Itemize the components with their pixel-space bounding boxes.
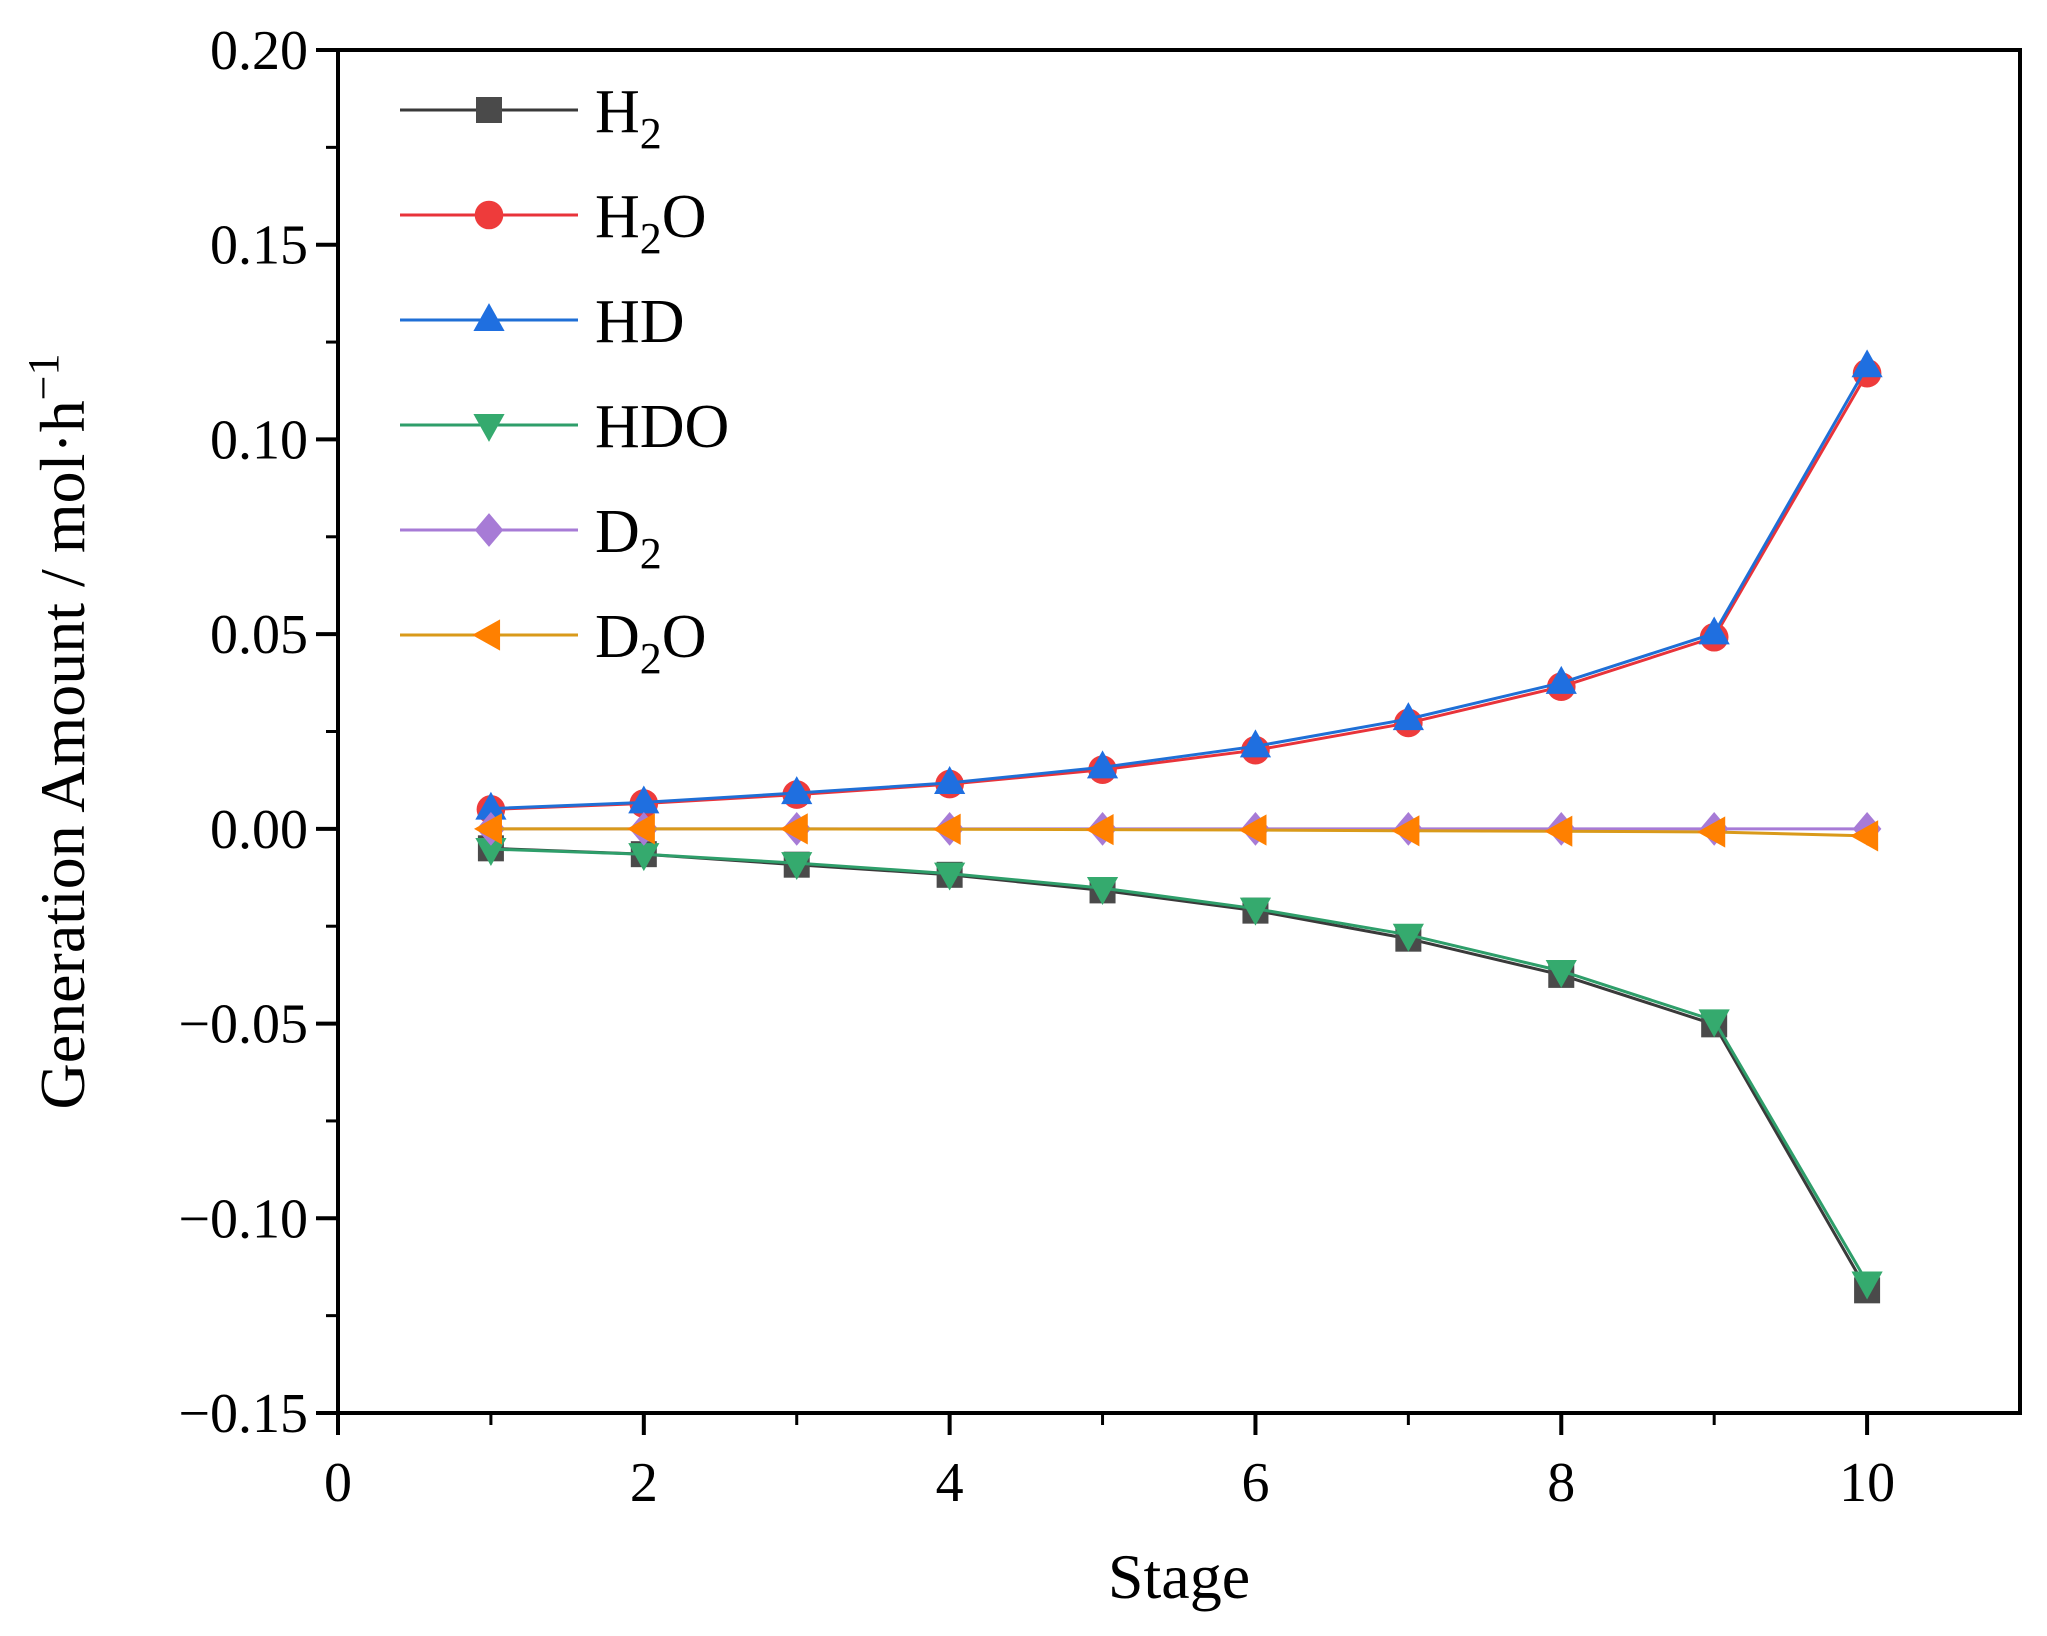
y-tick-label: 0.20 [210,20,308,82]
plot-frame [336,48,2022,1415]
y-tick-label: 0.15 [210,215,308,277]
data-point-D2O [1850,820,1879,852]
legend-label-D2: D2 [595,498,662,578]
x-tick-label: 4 [936,1452,964,1514]
series-line-D2O [490,827,1868,838]
data-point-HD [1698,616,1730,645]
x-tick-label: 2 [630,1452,658,1514]
data-point-HDO [628,843,660,872]
legend-marker-HD [473,303,505,332]
data-point-HD [1392,702,1424,731]
legend-marker-H2 [476,97,502,123]
y-axis-title-superscript: −1 [19,353,68,400]
x-tick-label: 8 [1547,1452,1575,1514]
legend-marker-HDO [473,413,505,442]
legend-label-HD: HD [595,288,685,356]
legend-label-H2O: H2O [595,183,707,263]
data-point-HDO [1239,897,1272,926]
axis-ticks: 0 2 4 6 8 10 −0.15 −0.10 −0.05 0.00 0.05 0.10 0.15 0.… [178,20,1895,1514]
y-axis-title-main: Generation Amount / mol·h [27,400,98,1109]
data-point-HDO [934,862,966,891]
x-tick-label: 10 [1839,1452,1895,1514]
data-point-D2O [932,813,961,845]
x-tick-label: 0 [324,1452,352,1514]
series-group [474,349,1883,1304]
legend-item-D2O: D2O [400,603,707,683]
data-point-HD [1239,729,1272,758]
data-point-HD [1086,750,1119,779]
data-point-D2O [1697,816,1726,848]
data-point-HDO [781,852,813,881]
legend-label-HDO: HDO [595,393,729,461]
legend-marker-D2 [474,513,504,547]
legend-label-H2: H2 [595,78,662,158]
legend-item-HDO: HDO [400,393,729,461]
series-line-H2 [490,846,1869,1292]
data-point-D2O [474,813,502,845]
data-point-HD [1545,665,1577,694]
data-point-HD [1851,349,1883,378]
data-point-HD [475,791,507,820]
legend-marker-H2O [474,200,504,230]
y-tick-label: −0.15 [178,1383,308,1445]
data-point-D2O [779,813,808,845]
y-tick-label: 0.10 [210,409,308,471]
legend-item-H2: H2 [400,78,662,158]
data-point-HD [628,785,660,814]
legend: H2 H2O HD HDO D2 D2O [400,78,729,683]
data-point-HDO [1545,959,1577,988]
legend-marker-D2O [472,619,501,651]
series-line-HDO [490,847,1869,1284]
data-point-HD [934,766,966,794]
y-tick-label: −0.05 [178,994,308,1056]
data-point-D2O [626,813,655,845]
x-axis-title: Stage [1108,1541,1250,1612]
data-point-D2O [1544,815,1573,847]
legend-label-D2O: D2O [595,603,707,683]
x-tick-label: 6 [1241,1452,1269,1514]
data-point-HDO [1086,877,1119,905]
data-point-HDO [1851,1271,1883,1300]
y-axis-title: Generation Amount / mol·h−1 [19,353,98,1109]
data-point-HD [781,776,813,805]
series-HDO [475,838,1883,1300]
legend-item-HD: HD [400,288,685,356]
data-point-HDO [475,838,507,867]
series-H2 [477,835,1881,1304]
data-point-HDO [1392,923,1424,952]
y-tick-label: −0.10 [178,1188,308,1250]
y-tick-label: 0.00 [210,799,308,861]
series-D2O [474,813,1879,852]
series-HD [475,349,1883,820]
data-point-D2O [1391,815,1420,847]
legend-item-H2O: H2O [400,183,707,263]
data-point-HDO [1698,1009,1730,1038]
data-point-D2O [1085,814,1114,846]
y-tick-label: 0.05 [210,604,308,666]
legend-item-D2: D2 [400,498,662,578]
series-line-HD [490,365,1869,811]
data-point-D2O [1238,814,1267,846]
